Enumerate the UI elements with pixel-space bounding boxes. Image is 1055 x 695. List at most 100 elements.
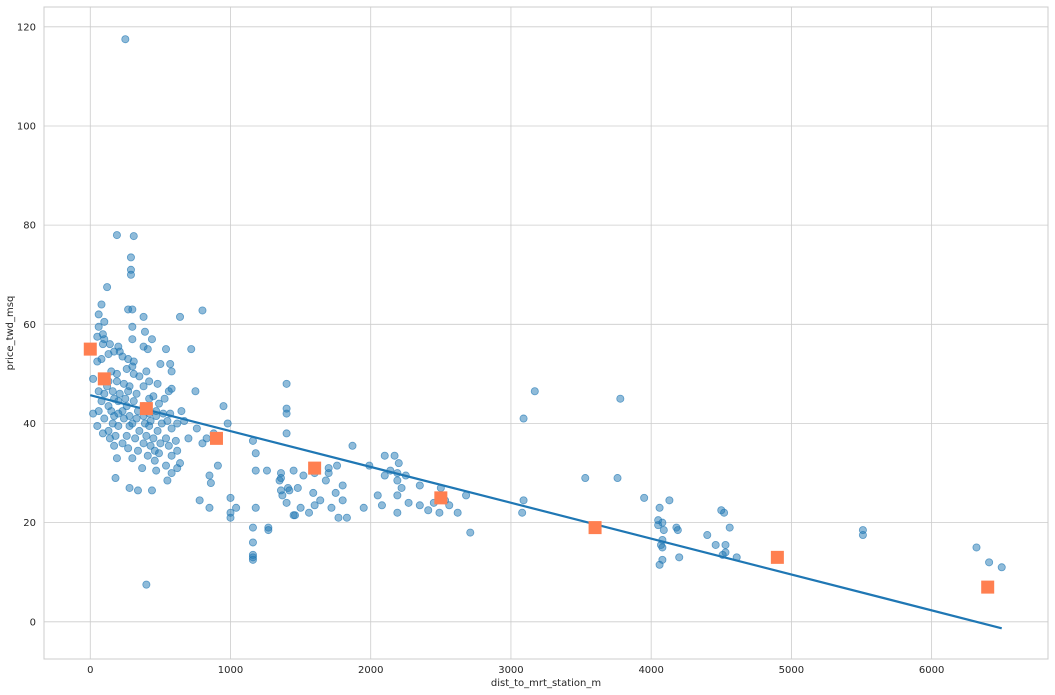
scatter-point [135,372,144,381]
scatter-point [125,483,134,492]
scatter-point [232,503,241,512]
scatter-point [164,387,173,396]
scatter-point [316,496,325,505]
scatter-point [94,310,103,319]
scatter-point [121,35,130,44]
scatter-point [128,335,137,344]
bin-marker [139,402,153,416]
scatter-point [142,431,151,440]
bin-marker [770,550,784,564]
scatter-point [338,481,347,490]
scatter-point [338,496,347,505]
scatter-point [397,483,406,492]
scatter-point [251,503,260,512]
scatter-point [145,394,154,403]
scatter-point [195,496,204,505]
x-tick-label: 3000 [498,665,523,676]
scatter-point [167,367,176,376]
scatter-point [226,493,235,502]
scatter-point [972,543,981,552]
scatter-point [115,389,124,398]
scatter-point [673,526,682,535]
scatter-point [309,488,318,497]
x-tick-label: 4000 [638,665,663,676]
scatter-point [149,434,158,443]
y-tick-label: 80 [23,221,36,232]
scatter-point [327,503,336,512]
scatter-point [150,456,159,465]
scatter-point [112,369,121,378]
scatter-point [173,464,182,473]
scatter-point [518,508,527,517]
scatter-point [93,421,102,430]
scatter-point [132,389,141,398]
scatter-point [153,426,162,435]
scatter-point [161,345,170,354]
scatter-point [393,476,402,485]
scatter-point [110,412,119,421]
scatter-point [248,538,257,547]
regression-line-group [90,394,1002,630]
bin-marker [83,342,97,356]
scatter-point [94,322,103,331]
scatter-point [721,540,730,549]
scatter-point [163,476,172,485]
scatter-point [248,523,257,532]
scatter-point [655,560,664,569]
scatter-point [143,345,152,354]
scatter-point [89,374,98,383]
scatter-point [377,501,386,510]
plot-frame [43,6,1049,660]
scatter-point [251,466,260,475]
scatter-point [173,419,182,428]
scatter-point [394,459,403,468]
scatter-point [223,419,232,428]
y-tick-label: 0 [30,617,36,628]
regression-line [90,394,1002,630]
grid-lines [44,7,1048,659]
scatter-point [164,441,173,450]
x-tick-labels: 0 1000 2000 3000 4000 5000 6000 [87,665,944,676]
y-tick-label: 20 [23,518,36,529]
scatter-point [324,469,333,478]
scatter-point [985,558,994,567]
scatter-point [135,426,144,435]
scatter-point [296,503,305,512]
scatter-point [122,364,131,373]
scatter-point [655,503,664,512]
scatter-point [129,397,138,406]
scatter-point [359,503,368,512]
scatter-point [519,414,528,423]
scatter-point [119,414,128,423]
scatter-point [124,387,133,396]
scatter-point [98,340,107,349]
scatter-point [145,377,154,386]
scatter-point [129,232,138,241]
scatter-point [184,434,193,443]
scatter-point [126,253,135,262]
scatter-point [139,439,148,448]
scatter-point [98,429,107,438]
scatter-point [166,359,175,368]
scatter-point [128,305,137,314]
scatter-point [205,503,214,512]
scatter-point [321,476,330,485]
scatter-point [167,451,176,460]
scatter-point [108,387,117,396]
scatter-point [278,491,287,500]
scatter-point [157,419,166,428]
scatter-point [293,483,302,492]
scatter-point [160,394,169,403]
scatter-point [161,434,170,443]
scatter-point [105,340,114,349]
scatter-point [530,387,539,396]
scatter-point [519,496,528,505]
bin-marker [209,431,223,445]
scatter-point [380,471,389,480]
scatter-point [156,359,165,368]
y-tick-label: 40 [23,419,36,430]
scatter-point [133,486,142,495]
scatter-point [289,466,298,475]
scatter-point [114,421,123,430]
bin-marker [308,461,322,475]
